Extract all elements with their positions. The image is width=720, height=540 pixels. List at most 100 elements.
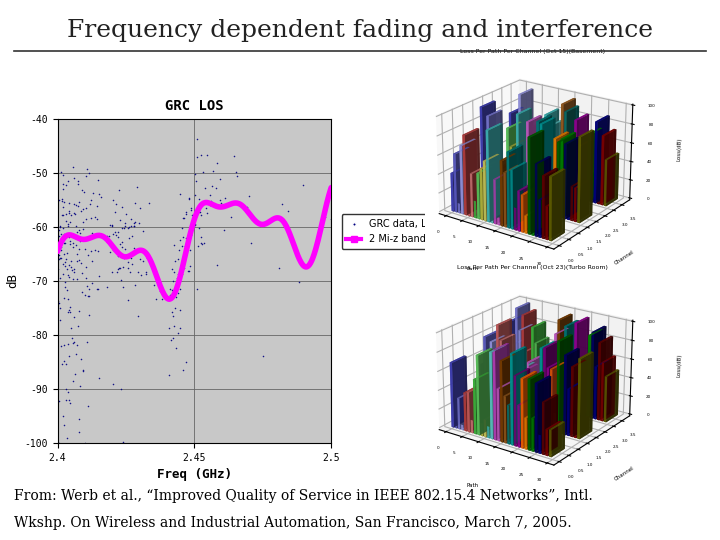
- Point: [84, 285, 95, 293]
- Point: [64, 399, 76, 408]
- Point: [114, 384, 126, 393]
- Point: [176, 270, 188, 279]
- Point: [62, 222, 73, 231]
- Point: [76, 269, 87, 278]
- Point: [62, 220, 73, 228]
- Point: [129, 281, 140, 289]
- Point: [194, 195, 205, 204]
- Point: [93, 190, 104, 198]
- Point: [68, 173, 80, 182]
- Point: [168, 267, 180, 276]
- Point: [55, 222, 66, 231]
- Point: [184, 232, 195, 240]
- Point: [112, 267, 123, 276]
- Point: [104, 221, 115, 230]
- Point: [69, 370, 81, 379]
- Point: [87, 189, 99, 198]
- Point: [58, 294, 70, 303]
- Point: [67, 275, 78, 284]
- Point: [112, 232, 124, 241]
- Point: [168, 240, 180, 249]
- Point: [197, 168, 209, 177]
- Point: [212, 261, 223, 269]
- Point: [123, 233, 135, 242]
- Title: Loss Per Path Per Channel (Oct 23)(Turbo Room): Loss Per Path Per Channel (Oct 23)(Turbo…: [457, 265, 608, 269]
- Point: [140, 270, 151, 279]
- Point: [73, 177, 84, 185]
- Point: [102, 238, 113, 246]
- Point: [71, 340, 83, 349]
- Point: [126, 254, 138, 262]
- Point: [171, 293, 182, 301]
- Point: [63, 199, 75, 207]
- Point: [143, 199, 155, 208]
- Point: [141, 254, 153, 262]
- Point: [193, 207, 204, 216]
- Point: [113, 264, 125, 272]
- Point: [76, 354, 87, 363]
- Point: [172, 329, 184, 338]
- Point: [53, 232, 65, 240]
- Point: [119, 219, 130, 227]
- Point: [138, 227, 149, 235]
- Point: [56, 359, 68, 368]
- Point: [74, 237, 86, 245]
- Point: [117, 283, 129, 292]
- Point: [202, 208, 213, 217]
- Point: [112, 265, 123, 274]
- Point: [214, 195, 225, 204]
- Point: [179, 264, 190, 272]
- Point: [78, 367, 89, 376]
- Point: [58, 411, 69, 420]
- Point: [54, 316, 66, 325]
- Point: [184, 195, 195, 204]
- Point: [132, 183, 143, 191]
- Point: [60, 180, 71, 189]
- Point: [125, 222, 137, 231]
- Point: [165, 336, 176, 345]
- Point: [91, 201, 103, 210]
- Point: [74, 229, 86, 238]
- Point: [53, 438, 65, 447]
- Point: [53, 251, 65, 260]
- Point: [53, 225, 65, 234]
- Point: [58, 233, 69, 241]
- Point: [194, 223, 205, 232]
- Point: [55, 254, 66, 262]
- Point: [92, 246, 104, 255]
- Point: [163, 324, 174, 333]
- Point: [56, 194, 68, 203]
- Point: [181, 237, 193, 246]
- Point: [79, 291, 91, 299]
- Point: [81, 338, 92, 346]
- Point: [107, 380, 119, 388]
- Text: Frequency dependent fading and interference: Frequency dependent fading and interfere…: [67, 19, 653, 42]
- Point: [257, 352, 269, 361]
- Point: [70, 349, 81, 358]
- Point: [66, 266, 78, 274]
- Point: [194, 207, 205, 216]
- Point: [68, 200, 80, 209]
- Point: [54, 221, 66, 230]
- Point: [218, 226, 230, 234]
- Point: [126, 260, 138, 268]
- Point: [58, 357, 70, 366]
- Point: [168, 322, 180, 330]
- Point: [62, 265, 73, 273]
- Point: [195, 233, 207, 241]
- Point: [128, 244, 140, 253]
- Point: [85, 246, 96, 255]
- Point: [78, 205, 89, 214]
- Point: [102, 232, 113, 240]
- Point: [63, 273, 75, 281]
- Point: [163, 371, 175, 380]
- Point: [59, 420, 71, 429]
- Point: [192, 135, 203, 144]
- Point: [206, 199, 217, 207]
- Point: [220, 193, 231, 202]
- Point: [174, 246, 185, 254]
- Point: [124, 267, 135, 276]
- Y-axis label: dB: dB: [6, 273, 19, 288]
- Point: [58, 230, 70, 239]
- Point: [181, 357, 192, 366]
